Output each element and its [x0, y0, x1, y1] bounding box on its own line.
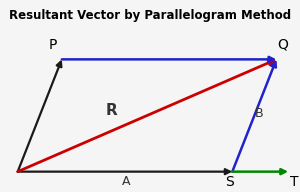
Text: R: R [106, 103, 118, 118]
Title: Resultant Vector by Parallelogram Method: Resultant Vector by Parallelogram Method [9, 9, 291, 22]
Text: A: A [122, 175, 131, 188]
Text: S: S [225, 175, 234, 189]
Text: Q: Q [277, 37, 288, 51]
Text: T: T [290, 175, 298, 189]
Text: P: P [49, 37, 57, 51]
Text: B: B [254, 107, 263, 120]
